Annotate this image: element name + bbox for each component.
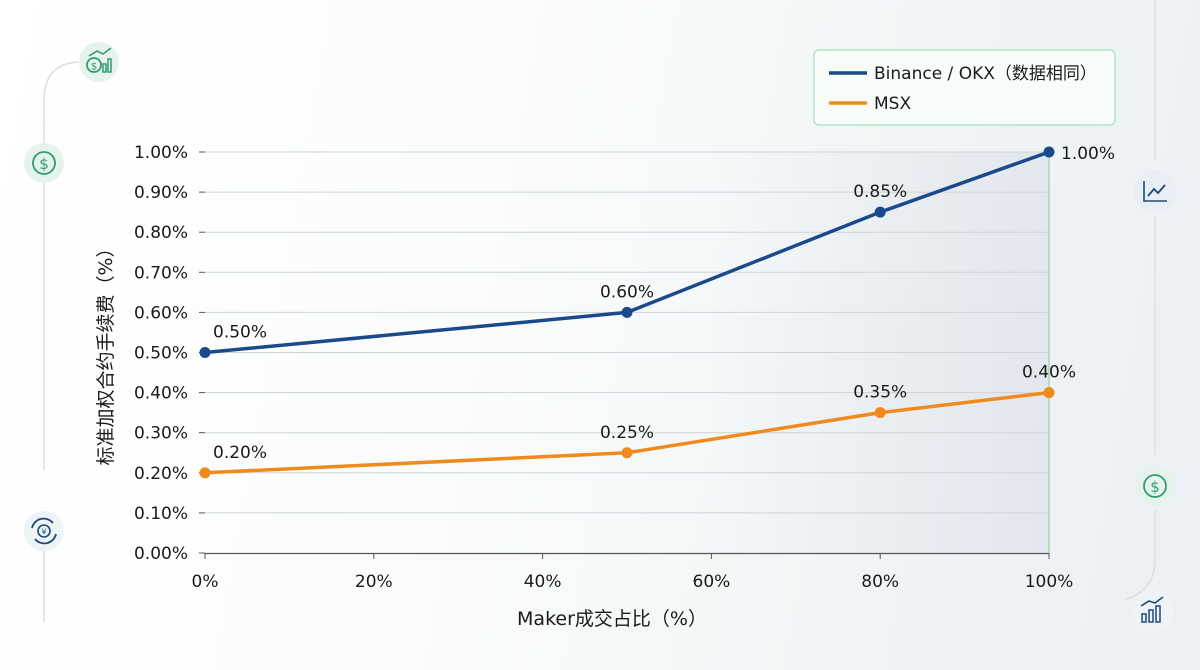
data-label: 0.60%: [600, 282, 654, 302]
data-label: 0.25%: [600, 423, 654, 443]
data-label: 0.20%: [213, 443, 267, 463]
x-tick-label: 20%: [355, 572, 393, 592]
x-tick-label: 0%: [192, 572, 219, 592]
y-tick-label: 0.10%: [134, 504, 188, 524]
data-labels: 0.50% 0.60% 0.85% 1.00% 0.20% 0.25% 0.35% 0.40%: [213, 144, 1115, 463]
x-tick-label: 40%: [524, 572, 562, 592]
y-tick-label: 0.70%: [134, 263, 188, 283]
y-axis-ticks: 0.00% 0.10% 0.20% 0.30% 0.40% 0.50% 0.60% 0.70%…: [134, 143, 205, 564]
y-tick-label: 0.40%: [134, 384, 188, 404]
data-point: [1043, 146, 1055, 158]
decor-connectors: [43, 0, 1156, 622]
data-point: [199, 347, 211, 358]
x-axis-title: Maker成交占比（%）: [517, 608, 707, 630]
data-point: [874, 407, 886, 419]
cycle-coin-icon: ¥: [24, 511, 64, 551]
x-axis-ticks: 0% 20% 40% 60% 80% 100%: [192, 553, 1074, 592]
dollar-coin-icon: $: [24, 143, 64, 183]
x-tick-label: 80%: [861, 572, 899, 592]
data-point: [1043, 387, 1055, 399]
legend-label-msx: MSX: [874, 94, 911, 114]
series-layer: [199, 146, 1055, 479]
x-tick-label: 100%: [1025, 572, 1074, 592]
y-tick-label: 0.80%: [134, 223, 188, 243]
y-tick-label: 0.20%: [134, 464, 188, 484]
legend-label-binance: Binance / OKX（数据相同）: [874, 64, 1097, 84]
y-tick-label: 0.90%: [134, 183, 188, 203]
y-axis-title: 标准加权合约手续费（%）: [95, 238, 117, 465]
dollar-chart-icon: $: [79, 42, 119, 82]
data-label: 1.00%: [1061, 144, 1115, 164]
series-line-0: [203, 150, 1051, 355]
data-label: 0.40%: [1022, 363, 1076, 383]
y-tick-label: 0.60%: [134, 303, 188, 323]
data-point: [199, 467, 211, 479]
data-label: 0.50%: [213, 323, 267, 343]
data-point: [621, 447, 633, 459]
series-line-1: [203, 390, 1051, 475]
x-tick-label: 60%: [693, 572, 731, 592]
data-point: [621, 306, 633, 318]
svg-text:¥: ¥: [41, 528, 46, 537]
bar-chart-growth-icon: [1132, 591, 1174, 633]
data-point: [874, 206, 886, 218]
legend-box: [813, 49, 1116, 126]
grid-lines: [205, 151, 1049, 514]
trend-line-icon: [1134, 170, 1176, 212]
y-tick-label: 1.00%: [134, 143, 188, 163]
legend: Binance / OKX（数据相同） MSX: [813, 49, 1116, 126]
y-tick-label: 0.50%: [134, 344, 188, 364]
data-label: 0.85%: [853, 182, 907, 202]
y-tick-label: 0.30%: [134, 424, 188, 444]
svg-text:$: $: [91, 62, 97, 73]
y-tick-label: 0.00%: [134, 544, 188, 564]
data-label: 0.35%: [853, 383, 907, 403]
svg-text:$: $: [39, 155, 49, 173]
dollar-coin-icon: $: [1135, 466, 1175, 506]
svg-text:$: $: [1150, 478, 1160, 496]
